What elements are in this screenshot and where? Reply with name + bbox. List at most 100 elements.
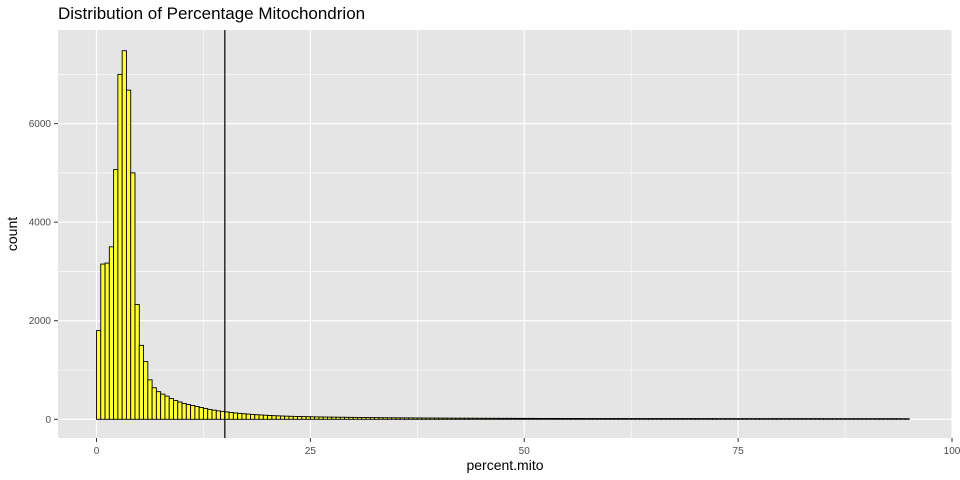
- histogram-bar: [250, 413, 256, 420]
- histogram-bar: [352, 416, 358, 420]
- histogram-bar: [438, 417, 444, 420]
- histogram-bar: [502, 417, 508, 420]
- histogram-bar: [900, 418, 906, 420]
- histogram-bar: [699, 418, 705, 420]
- histogram-bar: [733, 418, 739, 420]
- histogram-bar: [147, 379, 153, 420]
- histogram-bar: [288, 415, 294, 420]
- histogram-bar: [673, 418, 679, 420]
- histogram-bar: [215, 410, 221, 420]
- histogram-bar: [117, 73, 123, 420]
- histogram-bar: [301, 416, 307, 420]
- x-tick-label: 50: [519, 446, 531, 457]
- histogram-bar: [579, 418, 585, 420]
- histogram-bar: [472, 417, 478, 420]
- histogram-bar: [532, 417, 538, 420]
- histogram-bar: [780, 418, 786, 420]
- histogram-bar: [635, 418, 641, 420]
- histogram-bar: [626, 418, 632, 420]
- histogram-bar: [382, 417, 388, 420]
- histogram-bar: [348, 416, 354, 420]
- histogram-bar: [771, 418, 778, 420]
- histogram-bar: [853, 418, 859, 420]
- histogram-bar: [553, 417, 559, 420]
- y-tick-label: 4000: [29, 218, 52, 229]
- histogram-bar: [797, 418, 803, 420]
- histogram-bar: [237, 412, 243, 420]
- histogram-bar: [818, 418, 825, 420]
- histogram-bar: [421, 417, 427, 420]
- histogram-bar: [425, 417, 431, 420]
- histogram-bar: [528, 417, 534, 420]
- histogram-bar: [891, 418, 897, 420]
- histogram-bar: [365, 417, 371, 420]
- histogram-bar: [202, 407, 209, 420]
- histogram-bar: [767, 418, 773, 420]
- histogram-bar: [224, 411, 230, 420]
- histogram-bar: [232, 412, 239, 420]
- histogram-bar: [339, 416, 346, 420]
- histogram-bar: [741, 418, 748, 420]
- histogram-bar: [228, 412, 234, 420]
- histogram-bar: [463, 417, 470, 420]
- histogram-bar: [271, 415, 277, 420]
- histogram-bar: [587, 418, 594, 420]
- histogram-bar: [883, 418, 889, 420]
- histogram-bar: [878, 418, 885, 420]
- histogram-bar: [776, 418, 782, 420]
- histogram-bar: [155, 391, 162, 420]
- x-axis-title: percent.mito: [466, 457, 543, 473]
- histogram-bar: [694, 418, 701, 420]
- histogram-bar: [292, 415, 298, 420]
- histogram-bar: [279, 415, 286, 420]
- histogram-bar: [801, 418, 808, 420]
- histogram-bar: [254, 414, 260, 420]
- histogram-bar: [549, 417, 555, 420]
- histogram-bar: [716, 418, 722, 420]
- histogram-bar: [416, 417, 423, 420]
- histogram-bar: [506, 417, 512, 420]
- histogram-bar: [622, 418, 628, 420]
- histogram-bar: [412, 417, 418, 420]
- histogram-bar: [335, 416, 341, 420]
- histogram-bar: [904, 418, 910, 420]
- histogram-bar: [652, 418, 658, 420]
- histogram-bar: [113, 168, 119, 420]
- histogram-bar: [690, 418, 696, 420]
- histogram-bar: [177, 401, 183, 420]
- histogram-bar: [267, 415, 273, 420]
- histogram-bar: [104, 262, 110, 420]
- histogram-bar: [784, 418, 790, 420]
- histogram-bar: [318, 416, 324, 420]
- histogram-bar: [750, 418, 756, 420]
- histogram-bar: [374, 417, 380, 420]
- histogram-bar: [309, 416, 316, 420]
- histogram-bar: [138, 344, 145, 420]
- histogram-bar: [361, 417, 367, 420]
- histogram-bar: [519, 417, 525, 420]
- histogram-bar: [211, 409, 217, 420]
- histogram-bar: [173, 400, 179, 420]
- histogram-bar: [220, 410, 226, 420]
- histogram-bar: [562, 418, 568, 420]
- histogram-bar: [682, 418, 688, 420]
- histogram-bar: [468, 417, 474, 420]
- axes: 0 25 50 75 100 0 2000 4000 6000: [29, 119, 960, 457]
- histogram-bar: [344, 416, 350, 420]
- histogram-bar: [831, 418, 837, 420]
- histogram-bar: [275, 415, 281, 420]
- histogram-bar: [639, 418, 645, 420]
- histogram-bar: [664, 418, 671, 420]
- histogram-bar: [857, 418, 863, 420]
- histogram-bar: [660, 418, 666, 420]
- histogram-bar: [515, 417, 521, 420]
- histogram-bar: [168, 398, 174, 420]
- histogram-bar: [408, 417, 414, 420]
- histogram-bar: [305, 416, 311, 420]
- histogram-bar: [669, 418, 675, 420]
- histogram-bar: [185, 404, 192, 420]
- histogram-bar: [600, 418, 606, 420]
- histogram-bar: [656, 418, 662, 420]
- histogram-bar: [617, 418, 624, 420]
- histogram-bar: [442, 417, 448, 420]
